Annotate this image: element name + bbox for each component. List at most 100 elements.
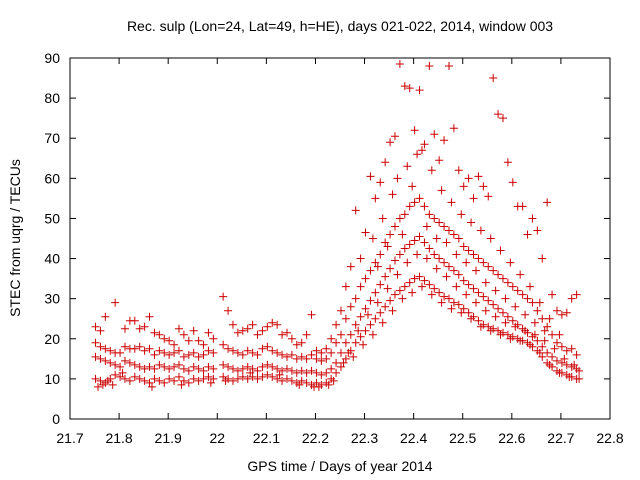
data-point <box>503 278 512 287</box>
data-point <box>498 114 507 123</box>
data-point <box>278 376 287 385</box>
data-point <box>366 266 375 275</box>
data-point <box>530 330 539 339</box>
data-point <box>417 146 426 155</box>
data-point <box>557 358 566 367</box>
data-point <box>189 362 198 371</box>
data-point <box>209 334 218 343</box>
data-point <box>381 158 390 167</box>
data-point <box>189 374 198 383</box>
data-point <box>233 366 242 375</box>
data-point <box>322 344 331 353</box>
data-point <box>447 198 456 207</box>
y-tick-label: 20 <box>44 331 60 347</box>
data-point <box>147 382 156 391</box>
data-point <box>354 326 363 335</box>
data-point <box>125 376 134 385</box>
data-point <box>278 366 287 375</box>
data-point <box>474 316 483 325</box>
data-point <box>435 288 444 297</box>
data-point <box>253 330 262 339</box>
data-point <box>165 336 174 345</box>
data-point <box>449 266 458 275</box>
data-point <box>376 308 385 317</box>
data-point <box>91 374 100 383</box>
data-point <box>498 308 507 317</box>
x-tick-label: 22.2 <box>302 430 329 446</box>
data-point <box>501 294 510 303</box>
data-point <box>295 380 304 389</box>
data-point <box>275 370 284 379</box>
data-point <box>415 232 424 241</box>
data-point <box>444 62 453 71</box>
data-point <box>548 352 557 361</box>
data-point <box>489 266 498 275</box>
data-point <box>503 312 512 321</box>
data-point <box>405 202 414 211</box>
data-point <box>329 376 338 385</box>
data-point <box>155 360 164 369</box>
x-tick-label: 22 <box>209 430 225 446</box>
data-point <box>481 306 490 315</box>
data-point <box>344 348 353 357</box>
data-point <box>440 292 449 301</box>
data-point <box>363 310 372 319</box>
data-point <box>413 150 422 159</box>
data-point <box>373 262 382 271</box>
data-point <box>135 342 144 351</box>
data-point <box>508 178 517 187</box>
data-point <box>378 318 387 327</box>
data-point <box>199 366 208 375</box>
data-point <box>390 132 399 141</box>
data-point <box>282 328 291 337</box>
data-point <box>560 354 569 363</box>
data-point <box>243 324 252 333</box>
data-point <box>516 270 525 279</box>
data-point <box>476 322 485 331</box>
data-point <box>165 374 174 383</box>
data-point <box>91 322 100 331</box>
data-point <box>346 302 355 311</box>
data-point <box>383 284 392 293</box>
data-point <box>538 342 547 351</box>
data-point <box>469 250 478 259</box>
data-point <box>467 314 476 323</box>
data-point <box>410 274 419 283</box>
data-point <box>376 178 385 187</box>
data-point <box>209 348 218 357</box>
data-point <box>297 376 306 385</box>
data-point <box>314 382 323 391</box>
data-point <box>371 314 380 323</box>
data-point <box>575 366 584 375</box>
data-point <box>145 378 154 387</box>
data-point <box>268 372 277 381</box>
data-point <box>557 310 566 319</box>
data-point <box>199 340 208 349</box>
data-point <box>273 320 282 329</box>
data-point <box>469 194 478 203</box>
data-point <box>282 364 291 373</box>
data-point <box>435 218 444 227</box>
data-point <box>538 254 547 263</box>
data-point <box>366 320 375 329</box>
data-point <box>376 280 385 289</box>
data-point <box>248 372 257 381</box>
data-point <box>528 298 537 307</box>
data-point <box>489 74 498 83</box>
data-point <box>292 340 301 349</box>
data-point <box>471 298 480 307</box>
x-tick-label: 22.6 <box>498 430 525 446</box>
data-point <box>533 336 542 345</box>
data-point <box>116 348 125 357</box>
data-point <box>346 330 355 339</box>
data-point <box>150 364 159 373</box>
data-point <box>243 346 252 355</box>
data-point <box>388 190 397 199</box>
data-point <box>327 364 336 373</box>
data-point <box>268 318 277 327</box>
data-point <box>246 368 255 377</box>
data-point <box>543 348 552 357</box>
data-point <box>459 242 468 251</box>
data-point <box>170 362 179 371</box>
